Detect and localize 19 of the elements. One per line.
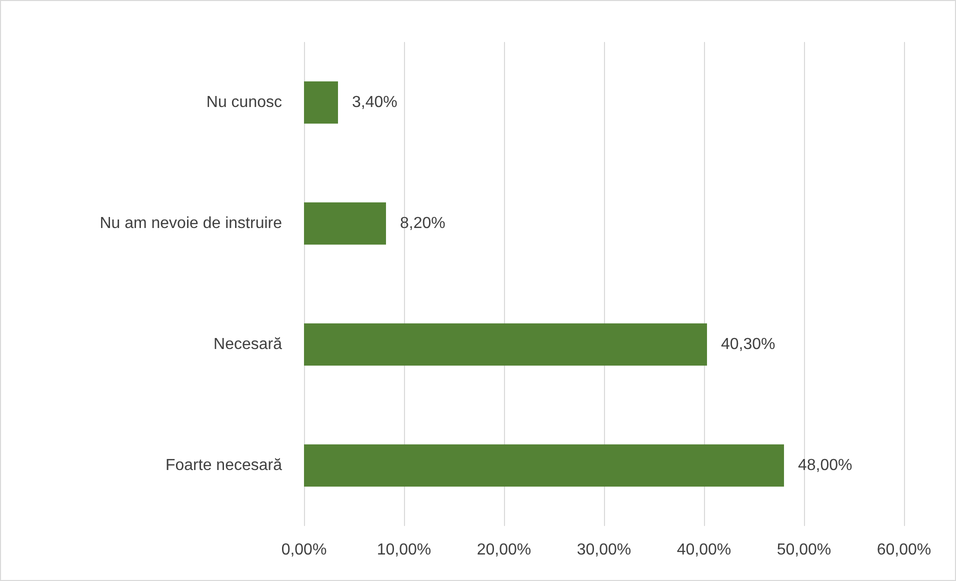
bar — [304, 202, 386, 245]
bar — [304, 323, 707, 366]
x-tick-label: 0,00% — [281, 542, 327, 558]
y-tick-label: Foarte necesară — [165, 457, 282, 474]
x-tick-label: 30,00% — [576, 542, 632, 558]
bar — [304, 81, 338, 124]
x-tick-label: 20,00% — [476, 542, 532, 558]
x-tick-label: 60,00% — [876, 542, 932, 558]
y-tick-label: Nu am nevoie de instruire — [100, 215, 282, 232]
data-label: 40,30% — [721, 336, 776, 353]
x-tick-label: 10,00% — [376, 542, 432, 558]
y-tick-label: Necesară — [214, 336, 282, 353]
x-tick-label: 50,00% — [776, 542, 832, 558]
data-label: 8,20% — [400, 215, 446, 232]
data-label: 48,00% — [798, 457, 852, 474]
y-tick-label: Nu cunosc — [206, 94, 282, 111]
data-label: 3,40% — [352, 94, 398, 111]
x-tick-label: 40,00% — [676, 542, 732, 558]
bar — [304, 444, 784, 487]
